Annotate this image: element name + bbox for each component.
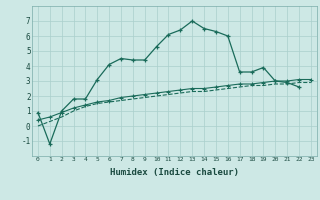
X-axis label: Humidex (Indice chaleur): Humidex (Indice chaleur) <box>110 168 239 177</box>
